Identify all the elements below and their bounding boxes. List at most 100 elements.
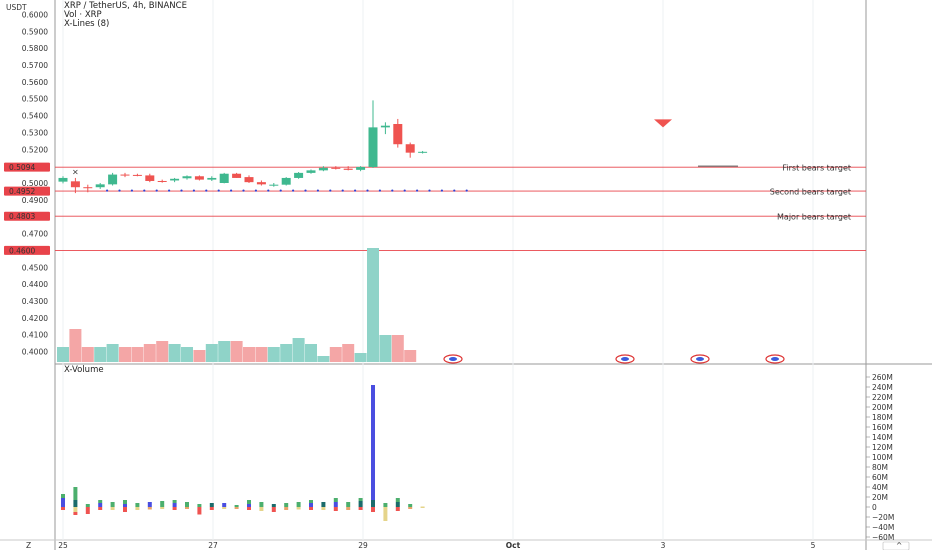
xline-dot bbox=[118, 189, 121, 192]
xvolume-segment bbox=[271, 504, 276, 507]
candle-body[interactable] bbox=[207, 177, 217, 180]
symbol-line[interactable]: XRP / TetherUS, 4h, BINANCE bbox=[64, 1, 187, 11]
candle-body[interactable] bbox=[58, 177, 68, 182]
candle-body[interactable] bbox=[170, 178, 180, 181]
candle-body[interactable] bbox=[95, 184, 105, 188]
volume-bar bbox=[106, 344, 119, 362]
candle-body[interactable] bbox=[157, 180, 167, 182]
xvolume-segment bbox=[110, 502, 115, 507]
volume-bar bbox=[94, 347, 107, 362]
time-label: 3 bbox=[661, 541, 666, 550]
candle-body[interactable] bbox=[108, 174, 118, 185]
volume-bar bbox=[230, 341, 243, 362]
xvolume-segment bbox=[321, 502, 326, 507]
xvolume-tick-label: 20M bbox=[872, 493, 888, 502]
xvolume-segment bbox=[197, 507, 202, 515]
xvolume-segment bbox=[98, 503, 103, 507]
xvolume-tick-label: −60M bbox=[872, 533, 894, 542]
xvolume-tick-label: 160M bbox=[872, 423, 893, 432]
price-tick-label: 0.5600 bbox=[22, 78, 48, 87]
xvolume-segment bbox=[395, 502, 400, 507]
price-tick-label: 0.4900 bbox=[22, 196, 48, 205]
xvolume-segment bbox=[209, 503, 214, 507]
grid bbox=[62, 0, 814, 540]
chevron-up-icon[interactable]: ^ bbox=[896, 541, 902, 550]
xvolume-segment bbox=[73, 500, 78, 507]
candle-body[interactable] bbox=[405, 144, 415, 153]
xvolume-segment bbox=[284, 507, 289, 510]
candle-body[interactable] bbox=[70, 181, 80, 188]
volume-bar bbox=[156, 341, 169, 362]
xline-dot bbox=[440, 189, 443, 192]
xvolume-tick-label: 220M bbox=[872, 393, 893, 402]
xvolume-segment bbox=[333, 498, 338, 502]
xline-dot bbox=[316, 189, 319, 192]
xvolume-segment bbox=[222, 507, 227, 509]
candle-body[interactable] bbox=[343, 168, 353, 170]
xvolume-segment bbox=[247, 504, 251, 507]
xvolume-segment bbox=[160, 501, 165, 507]
xline-dot bbox=[279, 189, 282, 192]
xvolume-segment bbox=[395, 507, 400, 511]
candle-body[interactable] bbox=[331, 167, 341, 169]
candle-body[interactable] bbox=[120, 174, 130, 176]
candle-body[interactable] bbox=[244, 177, 254, 183]
xvolume-segment bbox=[259, 502, 264, 507]
xvolume-title[interactable]: X-Volume bbox=[64, 365, 104, 375]
xvolume-segment bbox=[234, 505, 239, 507]
auto-scale-button[interactable] bbox=[882, 541, 910, 550]
xline-dot bbox=[168, 189, 171, 192]
zoom-out-icon[interactable]: Z bbox=[26, 541, 31, 550]
volume-bar bbox=[404, 350, 417, 362]
candles: × bbox=[58, 100, 672, 194]
time-label: Oct bbox=[506, 541, 521, 550]
forecast-arrow[interactable] bbox=[654, 119, 672, 128]
xvolume-segment bbox=[98, 500, 103, 503]
price-tick-label: 0.5000 bbox=[22, 179, 48, 188]
volume-bar bbox=[305, 344, 317, 362]
candle-body[interactable] bbox=[132, 174, 142, 176]
volume-bar bbox=[267, 347, 280, 362]
xvolume-segment bbox=[73, 487, 78, 500]
xvolume-segment bbox=[259, 507, 264, 511]
xline-dot bbox=[180, 189, 183, 192]
candle-body[interactable] bbox=[182, 176, 192, 179]
xvolume-segment bbox=[296, 502, 301, 507]
price-tick-label: 0.4500 bbox=[22, 263, 48, 272]
candle-body[interactable] bbox=[281, 177, 291, 185]
xvolume-segment bbox=[420, 506, 425, 508]
candle-body[interactable] bbox=[219, 173, 229, 183]
candle-body[interactable] bbox=[232, 173, 242, 178]
vol-line[interactable]: Vol · XRP bbox=[64, 10, 102, 20]
xvolume-segment bbox=[123, 500, 127, 504]
candle-body[interactable] bbox=[145, 175, 155, 181]
candle-body[interactable] bbox=[256, 182, 266, 185]
candle-body[interactable] bbox=[356, 166, 366, 170]
candle-body[interactable] bbox=[393, 124, 403, 145]
candle-body[interactable] bbox=[269, 184, 279, 186]
volume-bar bbox=[205, 344, 218, 362]
xvolume-tick-label: 80M bbox=[872, 463, 888, 472]
candle-body[interactable] bbox=[83, 187, 93, 189]
price-tick-label: 0.4000 bbox=[22, 348, 48, 357]
xvolume-axis: 260M240M220M200M180M160M140M120M100M80M6… bbox=[866, 373, 894, 542]
xvolume-segment bbox=[160, 507, 165, 509]
xvolume-bars bbox=[61, 385, 425, 521]
xvolume-tick-label: 0 bbox=[872, 503, 877, 512]
candle-body[interactable] bbox=[368, 127, 378, 167]
candle-body[interactable] bbox=[194, 176, 204, 180]
candle-body[interactable] bbox=[418, 151, 428, 153]
xvolume-segment bbox=[408, 504, 413, 507]
candle-body[interactable] bbox=[380, 125, 390, 128]
xvolume-segment bbox=[123, 507, 127, 512]
xvolume-segment bbox=[358, 498, 363, 501]
xlines-line[interactable]: X-Lines (8) bbox=[64, 19, 109, 29]
event-badges bbox=[443, 354, 785, 364]
xvolume-segment bbox=[147, 502, 152, 507]
xvolume-segment bbox=[185, 507, 189, 509]
price-badge-label: 0.4600 bbox=[9, 246, 35, 255]
candle-body[interactable] bbox=[306, 170, 316, 173]
xvolume-segment bbox=[234, 507, 239, 509]
candle-body[interactable] bbox=[294, 172, 304, 178]
candle-body[interactable] bbox=[318, 167, 328, 171]
